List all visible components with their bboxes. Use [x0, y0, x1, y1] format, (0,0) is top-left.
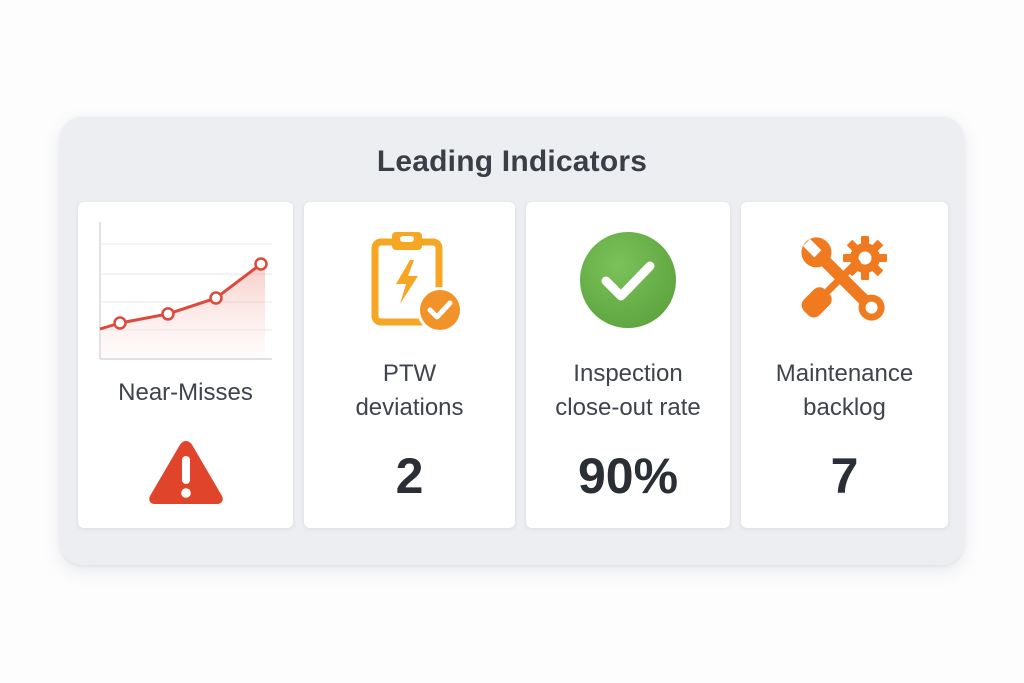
trend-area — [100, 264, 265, 358]
ptw-deviations-label-line2: deviations — [355, 394, 464, 421]
ptw-deviations-value: 2 — [395, 448, 424, 504]
card-near-misses[interactable]: Near-Misses — [78, 202, 293, 528]
card-ptw-deviations[interactable]: PTW deviations 2 — [304, 202, 515, 528]
inspection-label-line2: close-out rate — [555, 394, 701, 421]
check-circle-icon — [578, 230, 678, 330]
trend-point-2 — [209, 291, 223, 305]
card-inspection-close-out-rate[interactable]: Inspection close-out rate 90% — [526, 202, 730, 528]
inspection-close-out-value: 90% — [577, 448, 679, 504]
trend-point-1 — [161, 307, 175, 321]
clipboard-check-icon — [370, 228, 470, 338]
trend-line-chart-icon — [98, 222, 274, 362]
leading-indicators-panel: Leading Indicators Near-Misses — [60, 117, 964, 565]
ptw-deviations-label-line1: PTW — [382, 360, 437, 387]
warning-triangle-icon — [147, 438, 225, 506]
inspection-label-line1: Inspection — [573, 360, 683, 387]
maintenance-backlog-value: 7 — [830, 448, 859, 504]
maintenance-label-line1: Maintenance — [775, 360, 914, 387]
trend-point-0 — [113, 316, 127, 330]
near-misses-label: Near-Misses — [118, 379, 253, 406]
maintenance-label-line2: backlog — [803, 394, 886, 421]
wrench-gear-icon — [791, 230, 897, 330]
card-maintenance-backlog[interactable]: Maintenance backlog 7 — [741, 202, 948, 528]
panel-title: Leading Indicators — [376, 145, 648, 178]
trend-point-3 — [254, 257, 268, 271]
